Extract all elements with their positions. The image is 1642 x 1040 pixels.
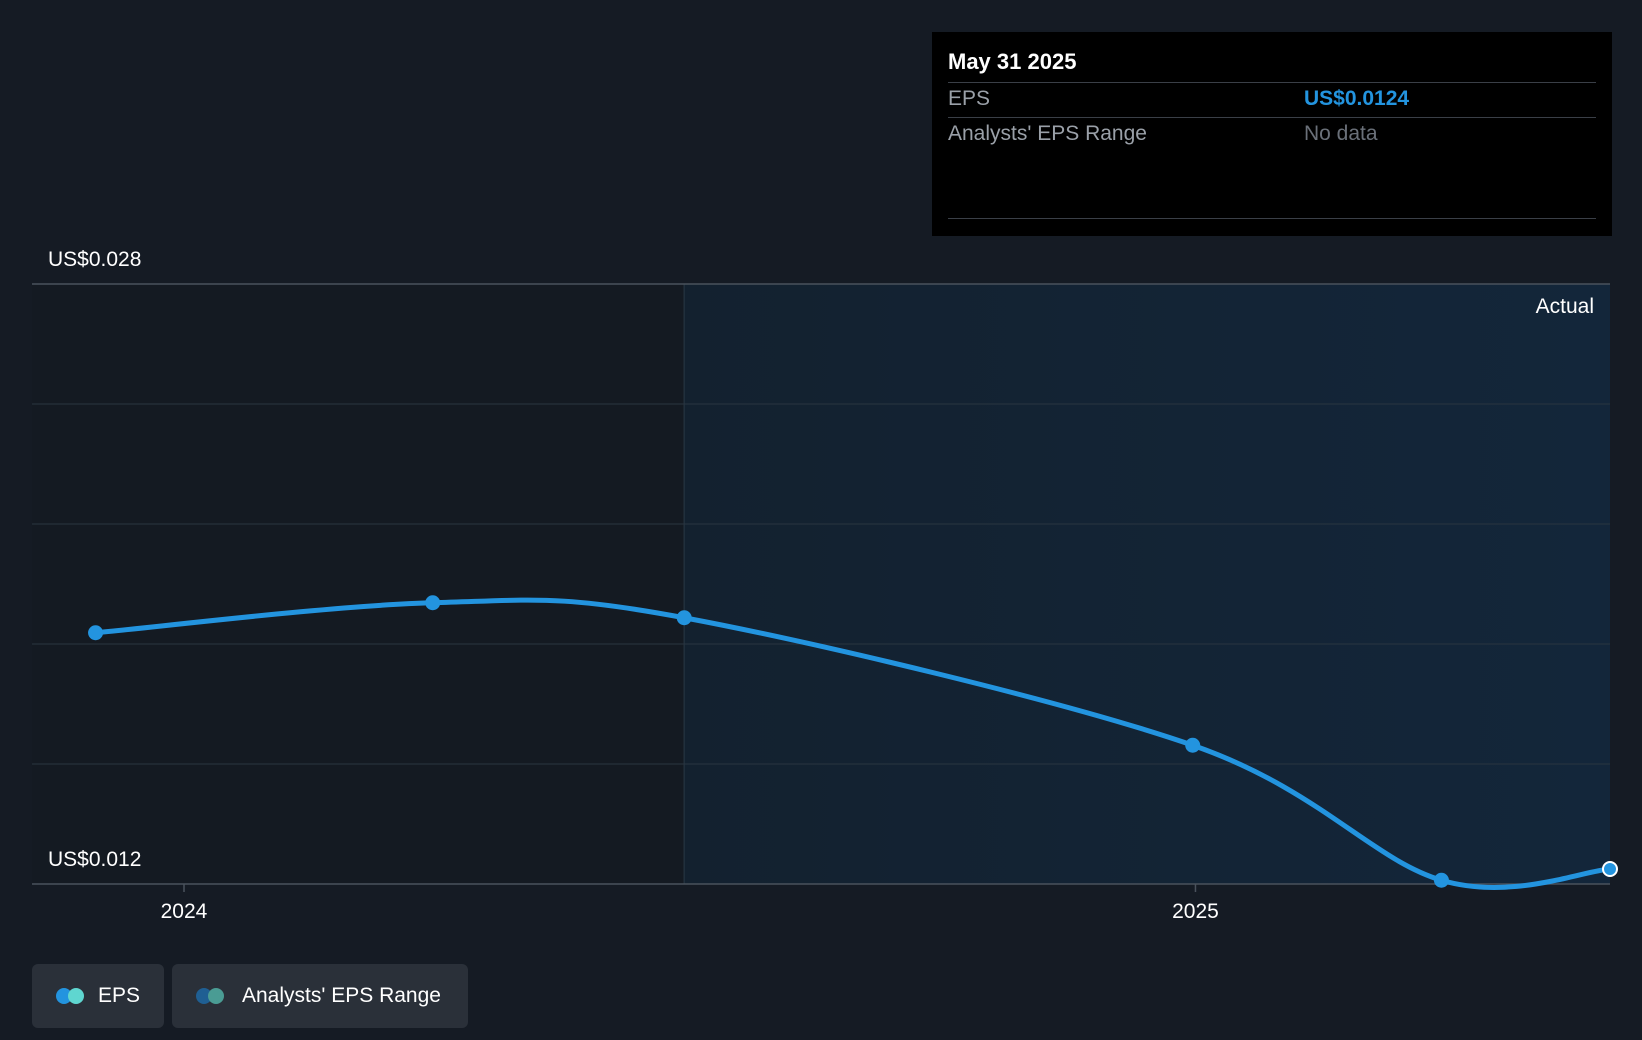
- legend-analysts-range-label: Analysts' EPS Range: [242, 984, 441, 1007]
- legend-dot: [68, 988, 84, 1004]
- tooltip-date: May 31 2025: [948, 32, 1596, 83]
- tooltip-eps-label: EPS: [948, 87, 991, 110]
- tooltip-row-range: Analysts' EPS Range No data: [948, 118, 1596, 152]
- tooltip-range-label: Analysts' EPS Range: [948, 122, 1147, 145]
- tooltip-row-eps: EPS US$0.0124: [948, 83, 1596, 118]
- eps-point: [676, 610, 692, 626]
- eps-point: [1185, 737, 1201, 753]
- past-region-background: [32, 284, 685, 884]
- legend-dot: [208, 988, 224, 1004]
- legend-item-analysts-range[interactable]: Analysts' EPS Range: [172, 964, 468, 1028]
- eps-point-selected: [1602, 861, 1618, 877]
- x-axis-tick-label: 2024: [161, 900, 208, 923]
- eps-point: [425, 595, 441, 611]
- actual-region-background: [684, 284, 1610, 884]
- eps-legend-icon: [56, 987, 84, 1005]
- analysts-range-legend-icon: [196, 987, 226, 1005]
- y-axis-bottom-label: US$0.012: [48, 848, 142, 871]
- tooltip-divider: [948, 218, 1596, 219]
- actual-region-label: Actual: [1535, 295, 1594, 318]
- hover-tooltip: May 31 2025 EPS US$0.0124 Analysts' EPS …: [932, 32, 1612, 236]
- tooltip-eps-value: US$0.0124: [1304, 87, 1410, 110]
- y-axis-top-label: US$0.028: [48, 248, 142, 271]
- legend-eps-label: EPS: [97, 984, 140, 1007]
- eps-point: [1433, 872, 1449, 888]
- legend-item-eps[interactable]: EPS: [32, 964, 164, 1028]
- x-axis-tick-label: 2025: [1172, 900, 1219, 923]
- tooltip-range-value: No data: [1304, 122, 1378, 145]
- eps-point: [88, 625, 104, 641]
